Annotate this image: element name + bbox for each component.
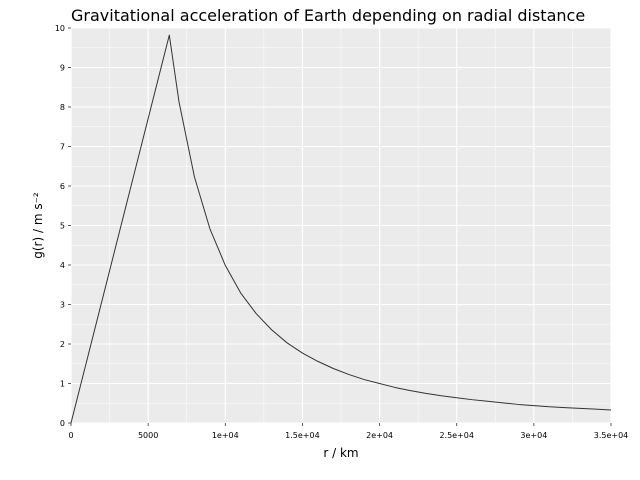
x-axis-label: r / km [323,446,358,460]
x-tick-label: 3.5e+04 [594,431,629,440]
axis-ticks: 0 5000 1e+04 1.5e+04 2e+04 2.5e+04 3e+04 3.5e+0… [55,24,628,440]
y-tick-label: 6 [60,182,65,191]
x-tick-label: 2e+04 [366,431,393,440]
y-tick-label: 10 [55,24,65,33]
x-tick-label: 0 [68,431,73,440]
y-tick-label: 0 [60,419,65,428]
y-tick-label: 5 [60,222,65,231]
x-tick-label: 3e+04 [520,431,547,440]
y-tick-label: 3 [60,301,65,310]
y-tick-label: 9 [60,64,65,73]
y-axis-label: g(r) / m s⁻² [31,192,45,259]
x-tick-label: 1.5e+04 [285,431,320,440]
series-layer [70,34,612,424]
y-tick-label: 2 [60,340,65,349]
y-tick-label: 4 [60,261,65,270]
y-tick-label: 8 [60,103,65,112]
series-line-0 [70,34,612,424]
x-tick-label: 1e+04 [212,431,239,440]
grid-lines [70,27,612,424]
y-tick-label: 7 [60,143,65,152]
x-tick-label: 2.5e+04 [439,431,474,440]
chart-title: Gravitational acceleration of Earth depe… [71,6,585,25]
y-tick-label: 1 [60,380,65,389]
x-tick-label: 5000 [138,431,158,440]
